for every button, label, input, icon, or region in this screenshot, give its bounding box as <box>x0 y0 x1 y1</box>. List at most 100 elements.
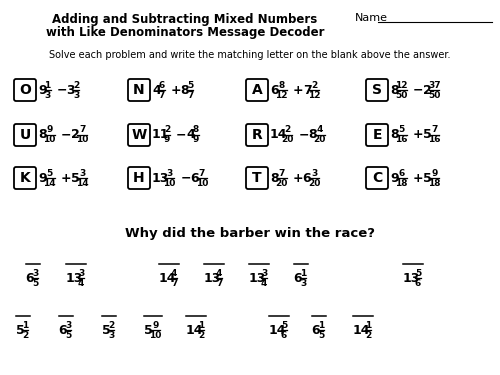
Text: 4: 4 <box>316 126 323 135</box>
Text: 13: 13 <box>204 272 222 285</box>
Text: 4: 4 <box>152 84 161 96</box>
Text: 6: 6 <box>26 272 35 285</box>
Text: 5: 5 <box>415 268 421 278</box>
FancyBboxPatch shape <box>14 79 36 101</box>
Text: 3: 3 <box>32 268 38 278</box>
Text: S: S <box>372 83 382 97</box>
Text: 6: 6 <box>302 171 312 184</box>
Text: 4: 4 <box>216 268 222 278</box>
Text: +: + <box>170 84 181 96</box>
Text: 4: 4 <box>78 279 84 288</box>
Text: 10: 10 <box>44 135 56 144</box>
Text: 9: 9 <box>38 171 46 184</box>
Text: 5: 5 <box>102 324 110 336</box>
Text: 9: 9 <box>431 168 438 177</box>
Text: A: A <box>252 83 262 97</box>
Text: 7: 7 <box>187 90 194 99</box>
Text: 3: 3 <box>108 330 114 339</box>
Text: 8: 8 <box>278 81 284 90</box>
FancyBboxPatch shape <box>128 124 150 146</box>
Text: +: + <box>412 129 424 141</box>
Text: 13: 13 <box>403 272 420 285</box>
Text: 8: 8 <box>38 129 46 141</box>
Text: 13: 13 <box>152 171 170 184</box>
Text: 5: 5 <box>32 279 38 288</box>
Text: W: W <box>132 128 146 142</box>
Text: E: E <box>372 128 382 142</box>
FancyBboxPatch shape <box>366 79 388 101</box>
Text: 8: 8 <box>192 126 199 135</box>
Text: 3: 3 <box>166 168 172 177</box>
Text: 9: 9 <box>152 321 158 330</box>
Text: 7: 7 <box>198 168 205 177</box>
Text: 2: 2 <box>311 81 318 90</box>
Text: 20: 20 <box>281 135 293 144</box>
Text: 12: 12 <box>396 81 408 90</box>
Text: 5: 5 <box>144 324 152 336</box>
Text: 8: 8 <box>390 84 398 96</box>
Text: 7: 7 <box>158 90 165 99</box>
Text: 14: 14 <box>186 324 204 336</box>
Text: 7: 7 <box>302 84 312 96</box>
Text: 6: 6 <box>312 324 320 336</box>
Text: 4: 4 <box>261 279 268 288</box>
Text: +: + <box>292 171 304 184</box>
Text: 10: 10 <box>149 330 162 339</box>
FancyBboxPatch shape <box>366 167 388 189</box>
Text: −: − <box>60 129 71 141</box>
Text: 10: 10 <box>196 178 208 188</box>
Text: N: N <box>133 83 145 97</box>
Text: 14: 14 <box>353 324 370 336</box>
Text: H: H <box>133 171 145 185</box>
Text: 2: 2 <box>164 126 170 135</box>
Text: 8: 8 <box>180 84 189 96</box>
Text: 13: 13 <box>249 272 266 285</box>
Text: 14: 14 <box>76 178 88 188</box>
Text: 18: 18 <box>428 178 440 188</box>
Text: 9: 9 <box>46 126 53 135</box>
Text: R: R <box>252 128 262 142</box>
Text: Solve each problem and write the matching letter on the blank above the answer.: Solve each problem and write the matchin… <box>49 50 451 60</box>
Text: Name: Name <box>355 13 388 23</box>
FancyBboxPatch shape <box>128 79 150 101</box>
Text: 3: 3 <box>66 84 75 96</box>
Text: 5: 5 <box>281 321 287 330</box>
Text: 13: 13 <box>66 272 84 285</box>
Text: 1: 1 <box>44 81 51 90</box>
Text: 1: 1 <box>318 321 324 330</box>
Text: 16: 16 <box>396 135 408 144</box>
Text: 5: 5 <box>422 129 432 141</box>
Text: 7: 7 <box>79 126 86 135</box>
Text: 2: 2 <box>70 129 80 141</box>
Text: 5: 5 <box>422 171 432 184</box>
Text: +: + <box>60 171 72 184</box>
Text: 14: 14 <box>269 324 286 336</box>
Text: Adding and Subtracting Mixed Numbers: Adding and Subtracting Mixed Numbers <box>52 13 318 26</box>
FancyBboxPatch shape <box>14 167 36 189</box>
Text: −: − <box>180 171 190 184</box>
Text: 6: 6 <box>158 81 164 90</box>
Text: 14: 14 <box>44 178 56 188</box>
Text: 37: 37 <box>428 81 440 90</box>
Text: 7: 7 <box>216 279 222 288</box>
Text: 5: 5 <box>16 324 24 336</box>
Text: 6: 6 <box>415 279 421 288</box>
FancyBboxPatch shape <box>128 167 150 189</box>
Text: 50: 50 <box>396 90 408 99</box>
Text: 2: 2 <box>284 126 290 135</box>
Text: −: − <box>412 84 423 96</box>
Text: 6: 6 <box>58 324 68 336</box>
Text: 3: 3 <box>44 90 51 99</box>
FancyBboxPatch shape <box>366 124 388 146</box>
Text: 2: 2 <box>198 330 204 339</box>
Text: 5: 5 <box>46 168 52 177</box>
Text: 2: 2 <box>422 84 432 96</box>
Text: 2: 2 <box>22 330 29 339</box>
Text: 10: 10 <box>163 178 175 188</box>
Text: 5: 5 <box>65 330 71 339</box>
Text: 4: 4 <box>186 129 195 141</box>
Text: 3: 3 <box>65 321 71 330</box>
Text: 2: 2 <box>108 321 114 330</box>
Text: 12: 12 <box>308 90 320 99</box>
Text: 9: 9 <box>164 135 170 144</box>
